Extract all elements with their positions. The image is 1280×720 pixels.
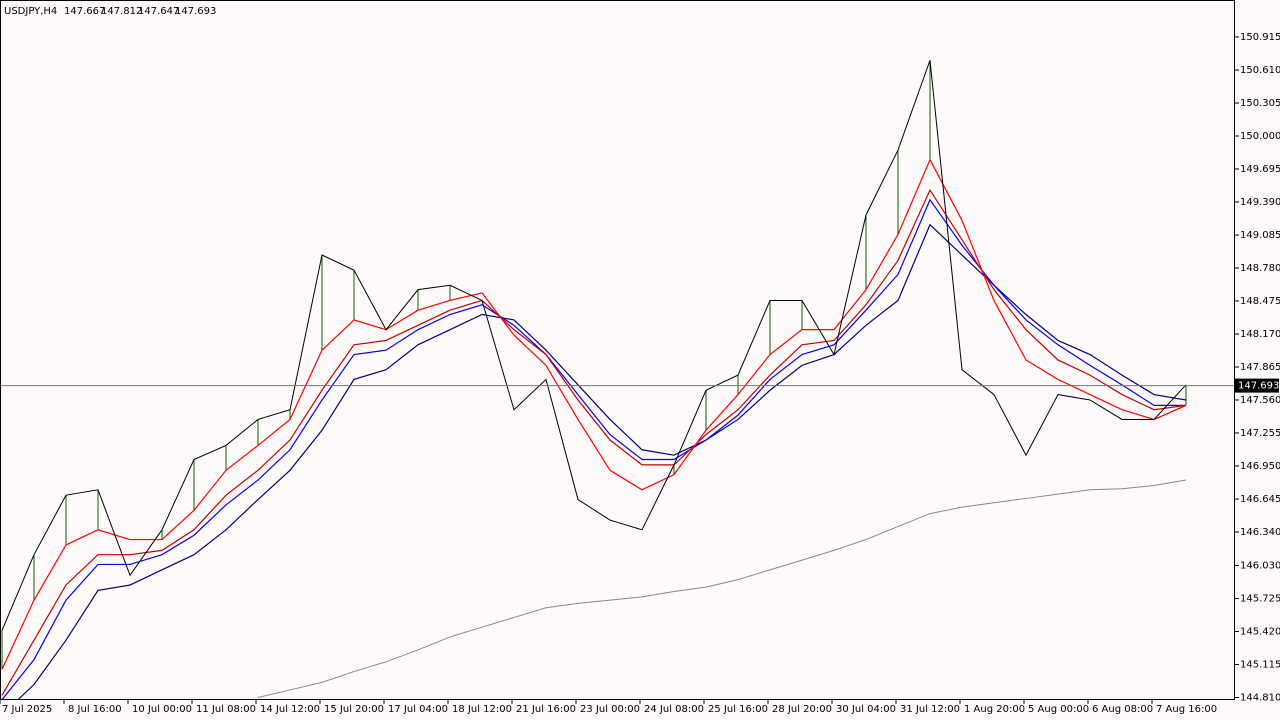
x-tick-label: 24 Jul 08:00	[644, 704, 704, 715]
plot-frame	[0, 0, 1235, 700]
x-tick-label: 31 Jul 12:00	[900, 704, 960, 715]
y-tick-label: 150.000	[1240, 131, 1280, 142]
x-tick-label: 1 Aug 20:00	[964, 704, 1025, 715]
plot-area	[1, 60, 1234, 699]
y-tick-label: 149.695	[1240, 164, 1280, 175]
close: 147.693	[175, 6, 216, 17]
x-tick-label: 6 Aug 08:00	[1092, 704, 1153, 715]
y-tick-label: 145.420	[1240, 627, 1280, 638]
x-tick-label: 15 Jul 20:00	[324, 704, 384, 715]
y-tick-label: 149.390	[1240, 197, 1280, 208]
open: 147.667	[64, 6, 105, 17]
y-tick-label: 150.915	[1240, 32, 1280, 43]
high: 147.812	[101, 6, 142, 17]
x-tick-label: 28 Jul 20:00	[772, 704, 832, 715]
symbol: USDJPY,H4	[4, 6, 57, 17]
series-line	[1, 60, 1187, 631]
x-tick-label: 21 Jul 16:00	[516, 704, 576, 715]
series-line	[1, 198, 1186, 699]
series-line	[257, 479, 1187, 698]
x-tick-label: 5 Aug 00:00	[1028, 704, 1089, 715]
x-tick-label: 17 Jul 04:00	[388, 704, 448, 715]
series-line	[1, 188, 1187, 696]
x-tick-label: 7 Aug 16:00	[1156, 704, 1217, 715]
x-tick-label: 7 Jul 2025	[2, 704, 52, 715]
x-tick-label: 8 Jul 16:00	[68, 704, 122, 715]
x-tick-label: 14 Jul 12:00	[260, 704, 320, 715]
x-tick-label: 10 Jul 00:00	[132, 704, 192, 715]
y-tick-label: 147.560	[1240, 395, 1280, 406]
x-tick-label: 11 Jul 08:00	[196, 704, 256, 715]
price-tag	[1235, 378, 1279, 393]
x-tick-label: 30 Jul 04:00	[836, 704, 896, 715]
series-line	[17, 223, 1187, 699]
y-tick-label: 147.255	[1240, 428, 1280, 439]
y-tick-label: 147.865	[1240, 362, 1280, 373]
y-tick-label: 150.305	[1240, 98, 1280, 109]
y-tick-label: 145.115	[1240, 660, 1280, 671]
y-tick-label: 148.475	[1240, 296, 1280, 307]
y-tick-label: 146.030	[1240, 561, 1280, 572]
x-tick-label: 23 Jul 00:00	[580, 704, 640, 715]
series-line	[1, 158, 1187, 670]
x-tick-label: 25 Jul 16:00	[708, 704, 768, 715]
y-tick-label: 146.645	[1240, 494, 1280, 505]
low: 147.647	[138, 6, 179, 17]
y-tick-label: 146.340	[1240, 527, 1280, 538]
price-tag-label: 147.693	[1238, 381, 1279, 392]
x-tick-label: 18 Jul 12:00	[452, 704, 512, 715]
y-tick-label: 146.950	[1240, 461, 1280, 472]
y-tick-label: 148.780	[1240, 263, 1280, 274]
y-tick-label: 145.725	[1240, 594, 1280, 605]
y-tick-label: 144.810	[1240, 693, 1280, 704]
y-tick-label: 149.085	[1240, 230, 1280, 241]
y-tick-label: 148.170	[1240, 329, 1280, 340]
y-tick-label: 150.610	[1240, 65, 1280, 76]
